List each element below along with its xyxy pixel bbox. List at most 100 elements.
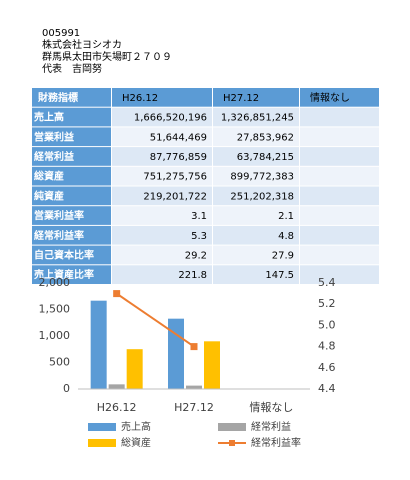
cell <box>112 147 212 166</box>
row-label: 売上資産比率 <box>34 268 94 281</box>
legend-label: 経常利益 <box>251 420 291 433</box>
cell <box>112 245 212 265</box>
cell <box>300 265 379 284</box>
y2-tick-label: 4.6 <box>318 361 336 374</box>
legend-swatch <box>88 423 116 431</box>
y2-tick-label: 4.4 <box>318 382 336 395</box>
legend-swatch <box>88 439 116 447</box>
cell-text: 147.5 <box>265 270 294 281</box>
y2-tick-label: 5.0 <box>318 318 336 331</box>
cell <box>213 186 299 206</box>
header-line: 群馬県太田市矢場町２７０９ <box>42 50 172 63</box>
cell-text: 63,784,215 <box>237 152 294 163</box>
cell <box>300 245 379 265</box>
y2-tick-label: 4.8 <box>318 340 336 353</box>
header-cell <box>300 88 379 107</box>
header-text: 財務指標 <box>37 91 78 104</box>
bar <box>186 385 202 389</box>
cell <box>112 206 212 225</box>
x-tick-label: 情報なし <box>249 401 293 414</box>
row-label: 経常利益率 <box>34 229 84 242</box>
row-label-cell <box>32 206 111 225</box>
cell <box>300 186 379 206</box>
cell <box>112 166 212 186</box>
row-label: 営業利益 <box>34 130 74 143</box>
line-marker <box>190 343 198 351</box>
cell <box>213 127 299 147</box>
y2-tick-label: 5.2 <box>318 297 336 310</box>
header-text: 情報なし <box>310 91 350 104</box>
row-label-cell <box>32 186 111 206</box>
cell <box>112 265 212 284</box>
cell <box>300 225 379 245</box>
cell <box>112 225 212 245</box>
row-label-cell <box>32 225 111 245</box>
row-label: 純資産 <box>34 189 64 202</box>
y2-tick-label: 5.4 <box>318 276 336 289</box>
cell <box>213 147 299 166</box>
cell <box>213 206 299 225</box>
row-label: 経常利益 <box>34 150 74 163</box>
row-label: 営業利益率 <box>34 209 84 222</box>
row-label-cell <box>32 265 111 284</box>
row-label-cell <box>32 245 111 265</box>
line <box>116 292 195 348</box>
line-marker <box>113 290 121 298</box>
bar <box>126 349 143 389</box>
cell-text: 1,326,851,245 <box>221 113 294 124</box>
row-label: 総資産 <box>34 170 64 183</box>
y-tick-label: 1,500 <box>39 303 71 316</box>
header-cell <box>32 88 111 107</box>
cell-text: 2.1 <box>278 211 294 222</box>
cell-text: 751,275,756 <box>143 172 207 183</box>
row-label-cell <box>32 127 111 147</box>
cell <box>300 107 379 127</box>
row-label: 売上高 <box>34 111 64 124</box>
cell-text: 3.1 <box>191 211 207 222</box>
header-line: 代表 吉岡努 <box>42 62 102 75</box>
legend-label: 売上高 <box>121 420 151 433</box>
cell <box>300 166 379 186</box>
row-label: 自己資本比率 <box>34 248 94 261</box>
bar <box>108 384 125 389</box>
cell-text: 87,776,859 <box>150 152 207 163</box>
header-cell <box>213 88 299 107</box>
legend-label: 総資産 <box>121 436 151 449</box>
cell-text: 4.8 <box>278 231 294 242</box>
y-tick-label: 1,000 <box>39 329 71 342</box>
cell <box>213 265 299 284</box>
header-line: 株式会社ヨシオカ <box>42 38 122 51</box>
cell <box>112 107 212 127</box>
bar <box>204 341 220 389</box>
x-tick-label: H26.12 <box>97 401 137 414</box>
cell-text: 899,772,383 <box>230 172 294 183</box>
cell-text: 251,202,318 <box>230 191 294 202</box>
cell <box>213 245 299 265</box>
legend-marker <box>229 440 235 446</box>
row-label-cell <box>32 166 111 186</box>
cell-text: 5.3 <box>191 231 207 242</box>
cell <box>213 225 299 245</box>
cell <box>213 107 299 127</box>
x-tick-label: H27.12 <box>174 401 214 414</box>
header-cell <box>112 88 212 107</box>
cell-text: 221.8 <box>178 270 207 281</box>
cell-text: 1,666,520,196 <box>134 113 207 124</box>
y-tick-label: 500 <box>49 356 70 369</box>
y-tick-label: 2,000 <box>39 276 71 289</box>
cell <box>112 186 212 206</box>
cell-text: 29.2 <box>185 250 207 261</box>
y-tick-label: 0 <box>63 382 70 395</box>
cell <box>112 127 212 147</box>
bar <box>90 300 107 389</box>
header-text: H27.12 <box>223 93 259 104</box>
legend-swatch <box>218 423 246 431</box>
header-line: 005991 <box>42 28 80 39</box>
cell <box>300 127 379 147</box>
cell-text: 27.9 <box>272 250 294 261</box>
cell-text: 219,201,722 <box>143 191 207 202</box>
row-label-cell <box>32 107 111 127</box>
legend-label: 経常利益率 <box>251 436 301 449</box>
header-text: H26.12 <box>122 93 158 104</box>
